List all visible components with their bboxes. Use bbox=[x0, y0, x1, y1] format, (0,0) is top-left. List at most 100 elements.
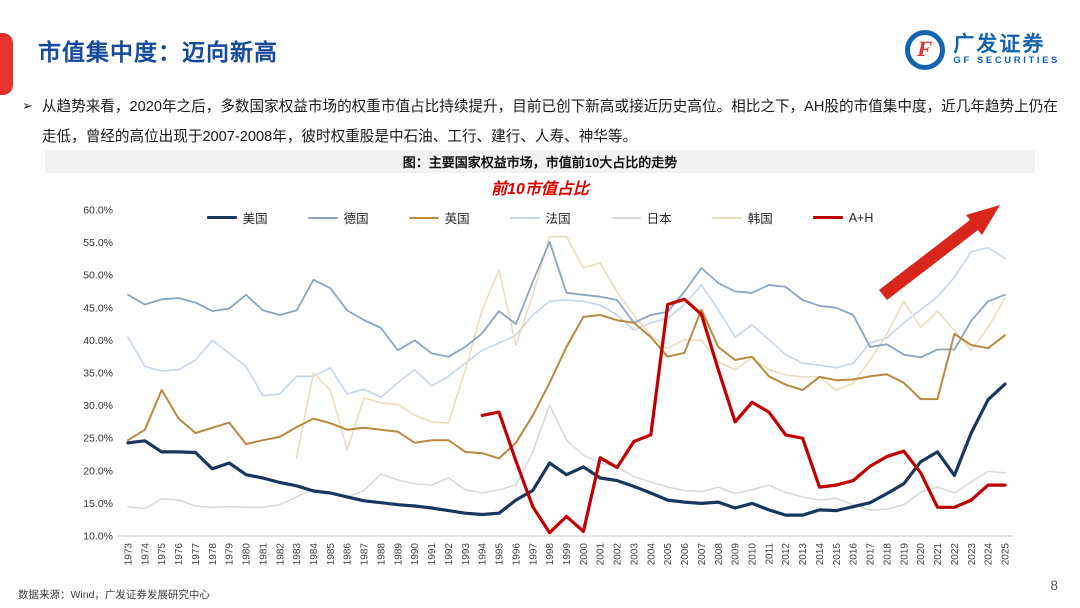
x-tick-label: 1974 bbox=[140, 543, 151, 566]
chart-legend: 美国 德国 英国 法国 日本 韩国 A+H bbox=[45, 208, 1035, 227]
y-tick-label: 55.0% bbox=[83, 237, 113, 249]
x-tick-label: 2004 bbox=[646, 543, 657, 566]
legend-swatch-kr bbox=[711, 216, 742, 219]
chart-header-band: 图：主要国家权益市场，市值前10大占比的走势 bbox=[45, 150, 1035, 173]
legend-swatch-jp bbox=[610, 216, 641, 219]
x-tick-label: 1978 bbox=[208, 543, 219, 566]
x-tick-label: 1990 bbox=[410, 543, 421, 566]
x-tick-label: 1976 bbox=[174, 543, 185, 566]
x-tick-label: 1980 bbox=[242, 543, 253, 566]
x-tick-label: 2008 bbox=[714, 543, 725, 566]
legend-swatch-ah bbox=[812, 215, 843, 220]
x-tick-label: 2015 bbox=[832, 543, 843, 566]
source-note: 数据来源：Wind，广发证券发展研究中心 bbox=[18, 589, 210, 601]
x-tick-label: 2012 bbox=[781, 543, 792, 566]
x-tick-label: 1983 bbox=[292, 543, 303, 566]
legend-label-ah: A+H bbox=[848, 210, 874, 225]
x-tick-label: 1984 bbox=[309, 543, 320, 566]
legend-swatch-uk bbox=[408, 216, 439, 219]
legend-label-us: 美国 bbox=[242, 212, 268, 226]
y-tick-label: 30.0% bbox=[83, 400, 113, 412]
x-tick-label: 1994 bbox=[478, 543, 489, 566]
logo-text: 广发证券 GF SECURITIES bbox=[953, 33, 1060, 67]
legend-label-de: 德国 bbox=[343, 212, 369, 226]
legend-item-kr: 韩国 bbox=[711, 208, 773, 227]
x-tick-label: 2020 bbox=[916, 543, 927, 566]
bullet-text: 从趋势来看，2020年之后，多数国家权益市场的权重市值占比持续提升，目前已创下新… bbox=[41, 99, 1058, 145]
legend-item-de: 德国 bbox=[307, 208, 369, 227]
legend-swatch-us bbox=[206, 215, 237, 220]
legend-item-uk: 英国 bbox=[408, 208, 470, 227]
x-tick-label: 2017 bbox=[866, 543, 877, 566]
legend-label-jp: 日本 bbox=[646, 212, 672, 226]
y-tick-label: 35.0% bbox=[83, 368, 113, 380]
x-tick-label: 2005 bbox=[663, 543, 674, 566]
page-title: 市值集中度：迈向新高 bbox=[38, 39, 278, 65]
x-tick-label: 2019 bbox=[899, 543, 910, 566]
company-logo: F 广发证券 GF SECURITIES bbox=[905, 30, 1060, 70]
x-tick-label: 1991 bbox=[427, 543, 438, 566]
x-tick-label: 1975 bbox=[157, 543, 168, 566]
x-tick-label: 1977 bbox=[191, 543, 202, 566]
x-tick-label: 1989 bbox=[393, 543, 404, 566]
x-tick-label: 2014 bbox=[815, 543, 826, 566]
chart-header-text: 图：主要国家权益市场，市值前10大占比的走势 bbox=[402, 155, 678, 170]
y-tick-label: 10.0% bbox=[83, 531, 113, 543]
x-tick-label: 2003 bbox=[629, 543, 640, 566]
x-tick-label: 1987 bbox=[360, 543, 371, 566]
y-tick-label: 40.0% bbox=[83, 335, 113, 347]
chart-subtitle: 前10市值占比 bbox=[491, 181, 589, 198]
x-tick-label: 2023 bbox=[967, 543, 978, 566]
x-tick-label: 1997 bbox=[528, 543, 539, 566]
logo-name-en: GF SECURITIES bbox=[953, 55, 1060, 67]
x-tick-label: 2016 bbox=[849, 543, 860, 566]
legend-item-ah: A+H bbox=[812, 210, 874, 225]
x-tick-label: 1982 bbox=[275, 543, 286, 566]
x-tick-label: 2009 bbox=[731, 543, 742, 566]
series-line-ah bbox=[480, 297, 1007, 535]
x-tick-label: 2002 bbox=[613, 543, 624, 566]
y-tick-label: 50.0% bbox=[83, 270, 113, 282]
y-tick-label: 20.0% bbox=[83, 465, 113, 477]
x-tick-label: 2010 bbox=[748, 543, 759, 566]
x-tick-label: 1973 bbox=[124, 543, 135, 566]
legend-label-uk: 英国 bbox=[444, 212, 470, 226]
x-tick-label: 2006 bbox=[680, 543, 691, 566]
series-line-jp bbox=[127, 404, 1006, 511]
legend-swatch-fr bbox=[509, 216, 540, 219]
x-tick-label: 1985 bbox=[326, 543, 337, 566]
x-tick-label: 2021 bbox=[933, 543, 944, 566]
gf-securities-logo-icon: F bbox=[905, 30, 946, 70]
y-tick-label: 25.0% bbox=[83, 433, 113, 445]
x-tick-label: 2011 bbox=[764, 543, 775, 565]
concentration-line-chart: 60.0% 55.0% 50.0% 45.0% 40.0% 35.0% 30.0% 25.0%… bbox=[83, 205, 1013, 566]
x-tick-label: 2013 bbox=[798, 543, 809, 566]
logo-name-cn: 广发证券 bbox=[953, 33, 1046, 57]
x-tick-label: 1996 bbox=[511, 543, 522, 566]
x-tick-label: 2024 bbox=[984, 543, 995, 566]
trend-up-arrow bbox=[879, 205, 1000, 300]
logo-glyph: F bbox=[915, 36, 935, 61]
x-tick-label: 2007 bbox=[697, 543, 708, 566]
y-tick-label: 45.0% bbox=[83, 302, 113, 314]
x-tick-label: 2018 bbox=[882, 543, 893, 566]
legend-swatch-de bbox=[307, 216, 338, 219]
x-tick-label: 1981 bbox=[258, 543, 269, 566]
legend-label-fr: 法国 bbox=[545, 212, 571, 226]
series-line-us bbox=[126, 382, 1007, 517]
x-tick-label: 1992 bbox=[444, 543, 455, 566]
x-tick-label: 2001 bbox=[596, 543, 607, 566]
bullet-paragraph: ➢ 从趋势来看，2020年之后，多数国家权益市场的权重市值占比持续提升，目前已创… bbox=[22, 93, 1062, 153]
x-tick-label: 1993 bbox=[461, 543, 472, 566]
series-line-de bbox=[127, 241, 1006, 359]
series-line-fr bbox=[127, 246, 1006, 398]
x-tick-label: 2025 bbox=[1000, 543, 1011, 566]
legend-item-fr: 法国 bbox=[509, 208, 571, 227]
bullet-arrow-icon: ➢ bbox=[22, 98, 33, 113]
x-tick-label: 2022 bbox=[950, 543, 961, 566]
x-tick-label: 1999 bbox=[562, 543, 573, 566]
x-tick-label: 1986 bbox=[343, 543, 354, 566]
legend-label-kr: 韩国 bbox=[747, 212, 773, 226]
x-tick-label: 1998 bbox=[545, 543, 556, 566]
